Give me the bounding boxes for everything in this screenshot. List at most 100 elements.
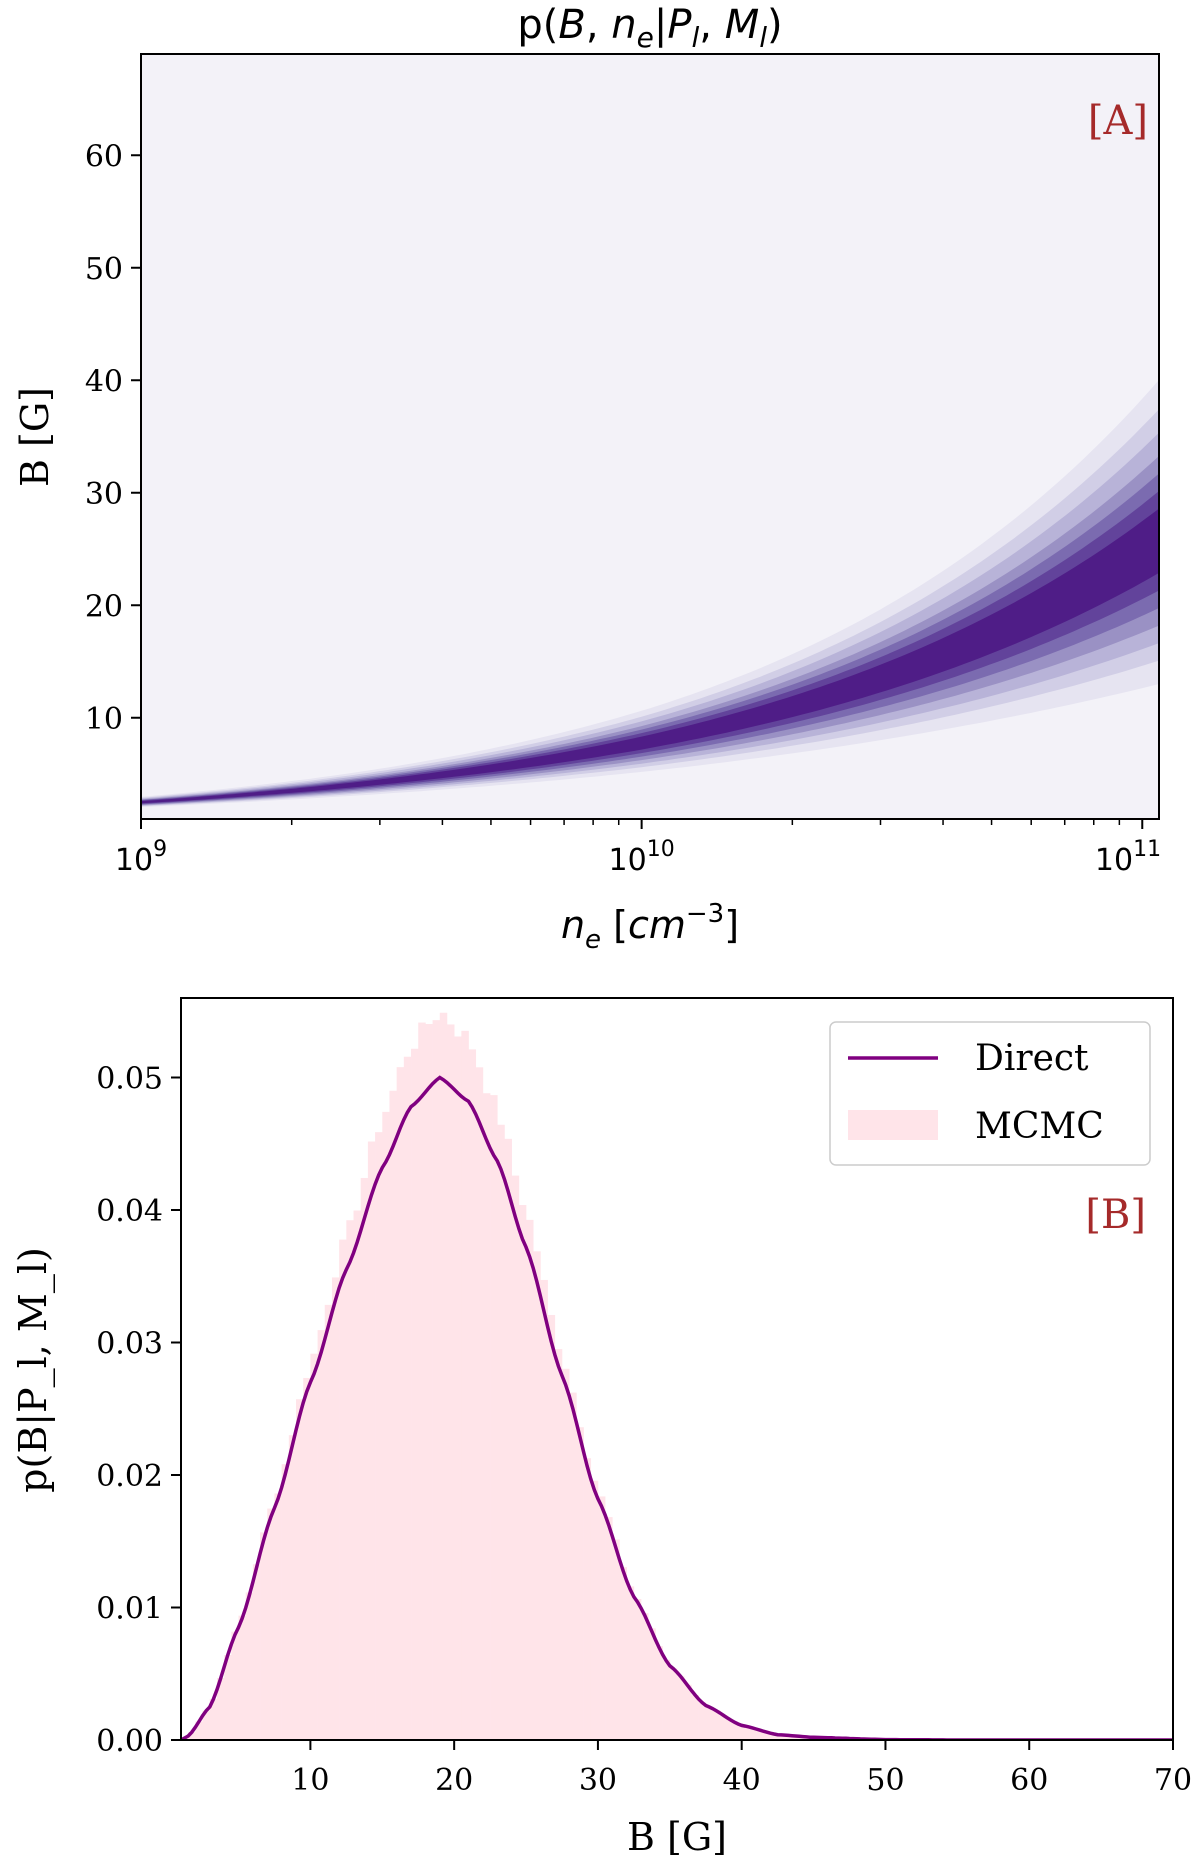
contour-level-7 — [141, 508, 1159, 804]
histogram-bar — [396, 1067, 405, 1740]
panel-b-x-tick-label: 20 — [435, 1763, 473, 1798]
histogram-bar — [231, 1631, 239, 1740]
panel-a-y-label: B [G] — [13, 387, 57, 487]
histogram-bar — [784, 1735, 793, 1740]
histogram-bar — [360, 1177, 369, 1740]
panel-a-x-label: ne [cm−3] — [561, 899, 739, 955]
histogram-bar — [425, 1024, 433, 1740]
histogram-bar — [331, 1277, 340, 1740]
panel-b-tag: [B] — [1085, 1192, 1146, 1238]
panel-b: 10 20 30 40 50 60 70 0.000.010.020.030.040.05 … — [11, 997, 1192, 1856]
histogram-bar — [561, 1368, 570, 1740]
histogram-bar — [669, 1668, 678, 1740]
panel-a-x-tick-label: 1011 — [1095, 837, 1161, 878]
panel-b-x-tick-label: 40 — [723, 1763, 761, 1798]
legend-direct-label: Direct — [975, 1038, 1089, 1079]
histogram-bar — [763, 1732, 771, 1740]
panel-a-x-axis: 109 1010 1011 — [115, 819, 1161, 878]
histogram-bar — [490, 1095, 498, 1740]
histogram-bar — [310, 1353, 318, 1740]
panel-b-y-label: p(B|P_l, M_l) — [11, 1247, 56, 1493]
histogram-bar — [734, 1723, 742, 1740]
panel-b-y-tick-label: 0.00 — [96, 1724, 163, 1759]
histogram-bar — [339, 1239, 347, 1740]
panel-b-x-tick-label: 70 — [1154, 1763, 1192, 1798]
histogram-bar — [418, 1022, 426, 1740]
histogram-bar — [461, 1030, 469, 1740]
histogram-bar — [504, 1138, 512, 1740]
histogram-bar — [353, 1210, 362, 1740]
histogram-bar — [468, 1049, 477, 1740]
panel-b-y-tick-label: 0.05 — [96, 1062, 163, 1097]
panel-b-mcmc-histogram — [181, 1012, 814, 1740]
histogram-bar — [720, 1715, 728, 1740]
histogram-bar — [576, 1427, 584, 1740]
histogram-bar — [605, 1517, 613, 1740]
panel-a-y-tick-label: 60 — [85, 139, 123, 174]
histogram-bar — [662, 1659, 671, 1740]
legend-mcmc-label: MCMC — [975, 1106, 1104, 1147]
histogram-bar — [238, 1615, 246, 1740]
panel-b-x-tick-label: 60 — [1010, 1763, 1048, 1798]
histogram-bar — [684, 1684, 692, 1740]
histogram-bar — [281, 1464, 290, 1740]
panel-a-tag: [A] — [1088, 98, 1148, 144]
panel-b-y-tick-label: 0.03 — [96, 1327, 163, 1362]
histogram-bar — [691, 1695, 699, 1740]
histogram-bar — [511, 1175, 520, 1740]
panel-a-title: p(B, ne|Pl, Ml) — [517, 2, 782, 54]
histogram-bar — [619, 1567, 627, 1740]
panel-a-y-axis: 10 20 30 40 50 60 — [85, 139, 141, 737]
panel-a-y-tick-label: 30 — [85, 477, 123, 512]
histogram-bar — [633, 1599, 642, 1740]
panel-b-x-axis: 10 20 30 40 50 60 70 — [291, 1740, 1192, 1798]
histogram-bar — [741, 1725, 750, 1740]
panel-a-y-tick-label: 40 — [85, 364, 123, 399]
panel-b-direct-line — [181, 1075, 1173, 1740]
histogram-bar — [641, 1613, 649, 1740]
histogram-bar — [748, 1727, 757, 1740]
histogram-bar — [195, 1721, 203, 1740]
histogram-bar — [202, 1710, 211, 1740]
histogram-bar — [526, 1219, 534, 1740]
histogram-bar — [540, 1279, 548, 1740]
histogram-bar — [245, 1592, 254, 1740]
panel-b-y-tick-label: 0.02 — [96, 1459, 163, 1494]
panel-a-y-tick-label: 20 — [85, 589, 123, 624]
histogram-bar — [712, 1710, 721, 1740]
histogram-bar — [411, 1048, 419, 1740]
panel-b-x-tick-label: 50 — [866, 1763, 904, 1798]
histogram-bar — [382, 1111, 390, 1740]
histogram-bar — [260, 1532, 268, 1740]
histogram-bar — [648, 1628, 656, 1740]
histogram-bar — [777, 1734, 786, 1740]
histogram-bar — [626, 1586, 635, 1740]
panel-a-x-tick-label: 1010 — [609, 837, 675, 878]
panel-b-x-tick-label: 10 — [291, 1763, 329, 1798]
histogram-bar — [324, 1304, 333, 1740]
panel-b-y-tick-label: 0.01 — [96, 1592, 163, 1627]
histogram-bar — [792, 1736, 800, 1740]
histogram-bar — [317, 1330, 326, 1740]
histogram-bar — [770, 1734, 778, 1740]
histogram-bar — [346, 1220, 354, 1740]
histogram-bar — [403, 1056, 412, 1740]
histogram-bar — [432, 1020, 441, 1740]
histogram-bar — [756, 1730, 764, 1740]
histogram-bar — [655, 1646, 663, 1740]
histogram-bar — [375, 1132, 383, 1740]
panel-a-y-tick-label: 10 — [85, 702, 123, 737]
histogram-bar — [590, 1480, 599, 1740]
histogram-bar — [482, 1093, 491, 1740]
histogram-bar — [389, 1090, 397, 1740]
histogram-bar — [439, 1012, 448, 1740]
histogram-bar — [454, 1036, 462, 1740]
histogram-bar — [597, 1496, 606, 1740]
histogram-bar — [518, 1205, 527, 1740]
histogram-bar — [533, 1251, 541, 1740]
histogram-bar — [497, 1124, 505, 1740]
histogram-bar — [288, 1435, 297, 1740]
histogram-bar — [252, 1564, 261, 1740]
panel-b-x-label: B [G] — [627, 1815, 727, 1856]
